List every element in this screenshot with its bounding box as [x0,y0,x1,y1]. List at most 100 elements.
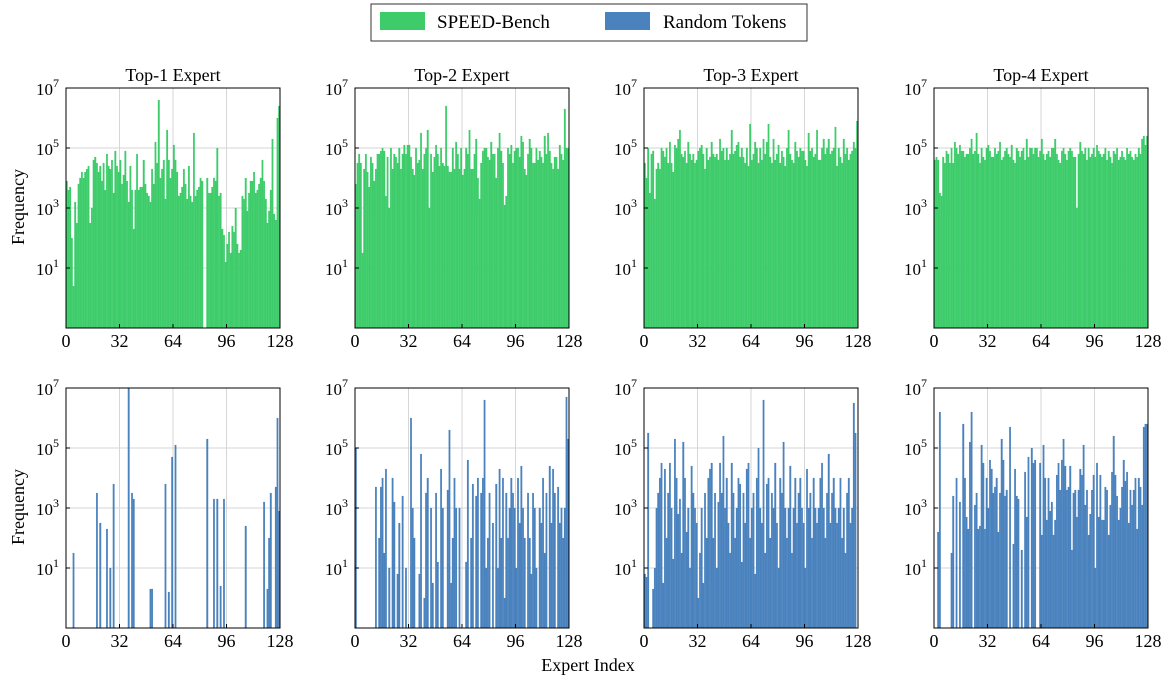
bar [538,150,541,329]
bar [772,507,775,629]
panel-title: Top-3 Expert [703,65,798,85]
bar [1000,438,1003,629]
x-tick-label: 0 [640,631,649,651]
bar [146,192,148,329]
bar [157,99,160,329]
bar [831,150,833,329]
bar [151,168,154,329]
bar [1131,504,1134,629]
bar [214,180,217,329]
x-tick-label: 96 [1086,331,1104,351]
bar [959,144,961,329]
bar [505,492,508,629]
bar [172,144,175,329]
bar [839,156,842,329]
bar [1062,147,1065,329]
x-tick-label: 96 [1086,631,1104,651]
bar [980,147,983,329]
bar [1112,150,1115,329]
bar [950,147,953,329]
bar [393,501,396,629]
bar [757,162,760,329]
bar [816,129,818,329]
bar [451,147,454,329]
bar [1117,159,1120,329]
bar [510,144,513,329]
bar [720,150,723,329]
bar [725,477,728,629]
bar [244,525,247,629]
bar [483,399,486,629]
bar [1077,153,1080,329]
bar [1025,138,1028,329]
bar [727,522,730,629]
bar [990,468,993,629]
bar [765,483,768,629]
bar [363,168,366,329]
bar [396,573,399,629]
bar [992,156,995,329]
y-tick-label: 107 [36,76,59,99]
bar [947,153,950,329]
bar [1071,549,1073,629]
bar [525,174,528,329]
bar [841,537,844,629]
bar [149,201,152,329]
bar [177,195,180,329]
y-tick-label: 103 [614,196,637,219]
x-tick-label: 96 [218,631,236,651]
bar [680,153,683,329]
x-tick-label: 32 [979,631,997,651]
bar [739,156,742,329]
bar [368,186,371,329]
bar [854,432,857,629]
bar [107,165,110,329]
bar [745,147,748,329]
bar [132,228,135,329]
bar [1099,153,1102,329]
bar [79,177,82,329]
bar [96,162,98,329]
bar [109,168,112,329]
bar [720,492,723,629]
bar [425,492,427,629]
bar [937,159,940,329]
bar [657,162,660,329]
bar [500,537,503,629]
bar [1030,147,1033,329]
bar [85,168,88,329]
bar [799,147,802,329]
bar [1014,162,1016,329]
bar [752,153,755,329]
bar [226,243,229,329]
bar [735,144,738,329]
bar [127,387,130,629]
bar [975,492,978,629]
bar [1066,489,1068,629]
bar [167,159,170,329]
bar [1024,159,1027,329]
bar [121,183,123,329]
figure-xlabel: Expert Index [541,655,634,675]
bar [702,153,705,329]
bar [950,552,953,629]
bar [229,252,232,329]
bar [398,147,401,329]
bar [962,150,965,329]
panel-title: Top-4 Expert [993,65,1088,85]
bar [1122,459,1125,629]
bar [411,507,414,629]
bar [938,411,941,629]
bar [238,252,240,329]
bar [518,156,521,329]
bar [492,153,494,329]
bar [965,516,968,629]
bar [1107,150,1110,329]
bar [431,171,434,329]
bar [1102,153,1105,329]
bar [136,153,138,329]
bar [750,507,753,629]
bar [408,144,411,329]
bar [782,156,785,329]
